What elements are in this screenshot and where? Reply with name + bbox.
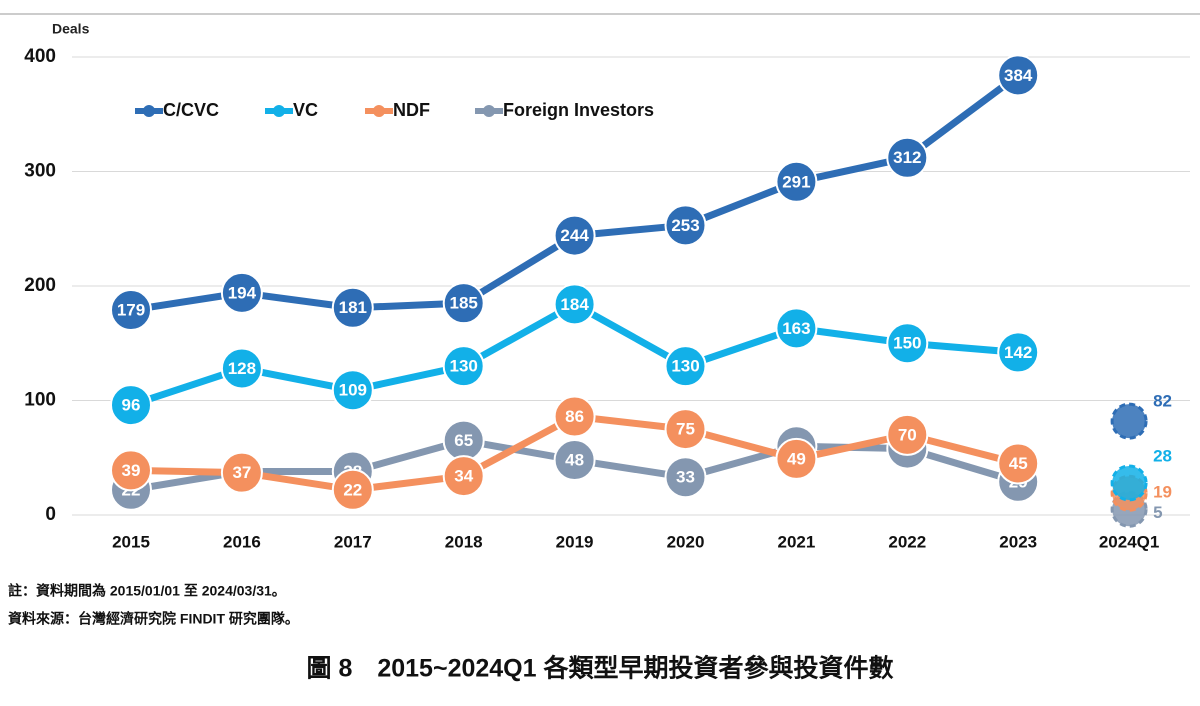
data-label: 185 [450, 294, 478, 313]
marker [553, 439, 596, 482]
data-label: 28 [1153, 446, 1172, 465]
caption: 圖 8 2015~2024Q1 各類型早期投資者參與投資件數 [307, 654, 894, 683]
data-label: 48 [565, 451, 584, 470]
marker [664, 204, 707, 247]
data-label: 291 [782, 172, 810, 191]
data-label: 253 [671, 216, 699, 235]
data-label: 86 [565, 407, 584, 426]
marker [442, 455, 485, 498]
data-label: 75 [676, 420, 695, 439]
x-tick-label: 2023 [999, 532, 1037, 551]
note: 資料來源：台灣經濟研究院 FINDIT 研究團隊。 [8, 611, 299, 627]
data-label: 49 [787, 449, 806, 468]
data-label: 128 [228, 359, 256, 378]
data-label: 142 [1004, 343, 1032, 362]
data-label: 19 [1153, 483, 1172, 502]
legend-label: C/CVC [163, 100, 219, 120]
marker [886, 322, 929, 365]
data-label: 312 [893, 148, 921, 167]
data-label: 5 [1153, 503, 1162, 522]
marker [1110, 464, 1148, 502]
marker [331, 468, 374, 511]
data-label: 33 [676, 468, 695, 487]
marker [664, 345, 707, 388]
data-label: 150 [893, 334, 921, 353]
y-tick-label: 100 [24, 390, 56, 411]
marker [664, 408, 707, 451]
marker [331, 369, 374, 412]
marker [110, 289, 152, 332]
data-label: 194 [228, 283, 257, 302]
marker [331, 286, 374, 329]
marker [997, 54, 1040, 97]
marker [110, 384, 152, 427]
data-label: 163 [782, 319, 810, 338]
y-tick-label: 200 [24, 275, 56, 296]
marker [553, 395, 596, 438]
marker [553, 283, 596, 326]
x-tick-label: 2019 [556, 532, 594, 551]
x-tick-label: 2022 [888, 532, 926, 551]
x-tick-label: 2018 [445, 532, 483, 551]
legend-label: Foreign Investors [503, 100, 654, 120]
data-label: 244 [560, 226, 589, 245]
data-label: 179 [117, 301, 145, 320]
x-tick-label: 2016 [223, 532, 261, 551]
x-tick-label: 2017 [334, 532, 372, 551]
marker [775, 160, 818, 203]
marker [886, 413, 929, 456]
data-label: 22 [343, 480, 362, 499]
data-label: 184 [560, 295, 589, 314]
marker [553, 214, 596, 257]
y-tick-label: 300 [24, 161, 56, 182]
marker [1110, 402, 1148, 440]
marker [997, 442, 1040, 485]
data-label: 130 [671, 357, 699, 376]
x-tick-label: 2015 [112, 532, 150, 551]
marker [220, 451, 263, 494]
marker [886, 136, 929, 179]
marker [110, 449, 152, 492]
note: 註：資料期間為 2015/01/01 至 2024/03/31。 [8, 583, 286, 599]
marker [775, 307, 818, 350]
data-label: 70 [898, 425, 917, 444]
data-label: 96 [122, 396, 141, 415]
data-label: 65 [454, 431, 473, 450]
legend-label: NDF [393, 100, 430, 120]
legend-swatch [143, 105, 155, 117]
data-label: 130 [450, 357, 478, 376]
legend-swatch [373, 105, 385, 117]
y-tick-label: 0 [45, 504, 56, 525]
marker [220, 271, 263, 314]
data-label: 39 [122, 461, 141, 480]
data-label: 45 [1009, 454, 1028, 473]
data-label: 181 [339, 298, 367, 317]
legend-label: VC [293, 100, 318, 120]
legend-swatch [483, 105, 495, 117]
legend-swatch [273, 105, 285, 117]
y-tick-label: 400 [24, 46, 56, 67]
data-label: 109 [339, 381, 367, 400]
data-label: 34 [454, 467, 473, 486]
x-tick-label: 2021 [777, 532, 815, 551]
x-tick-label: 2024Q1 [1099, 532, 1160, 551]
marker [442, 345, 485, 388]
marker [775, 437, 818, 480]
data-label: 37 [232, 463, 251, 482]
y-axis-label: Deals [52, 21, 90, 37]
data-label: 384 [1004, 66, 1033, 85]
x-tick-label: 2020 [667, 532, 705, 551]
marker [220, 347, 263, 390]
marker [442, 282, 485, 325]
marker [997, 331, 1040, 374]
marker [664, 456, 707, 499]
data-label: 82 [1153, 392, 1172, 411]
